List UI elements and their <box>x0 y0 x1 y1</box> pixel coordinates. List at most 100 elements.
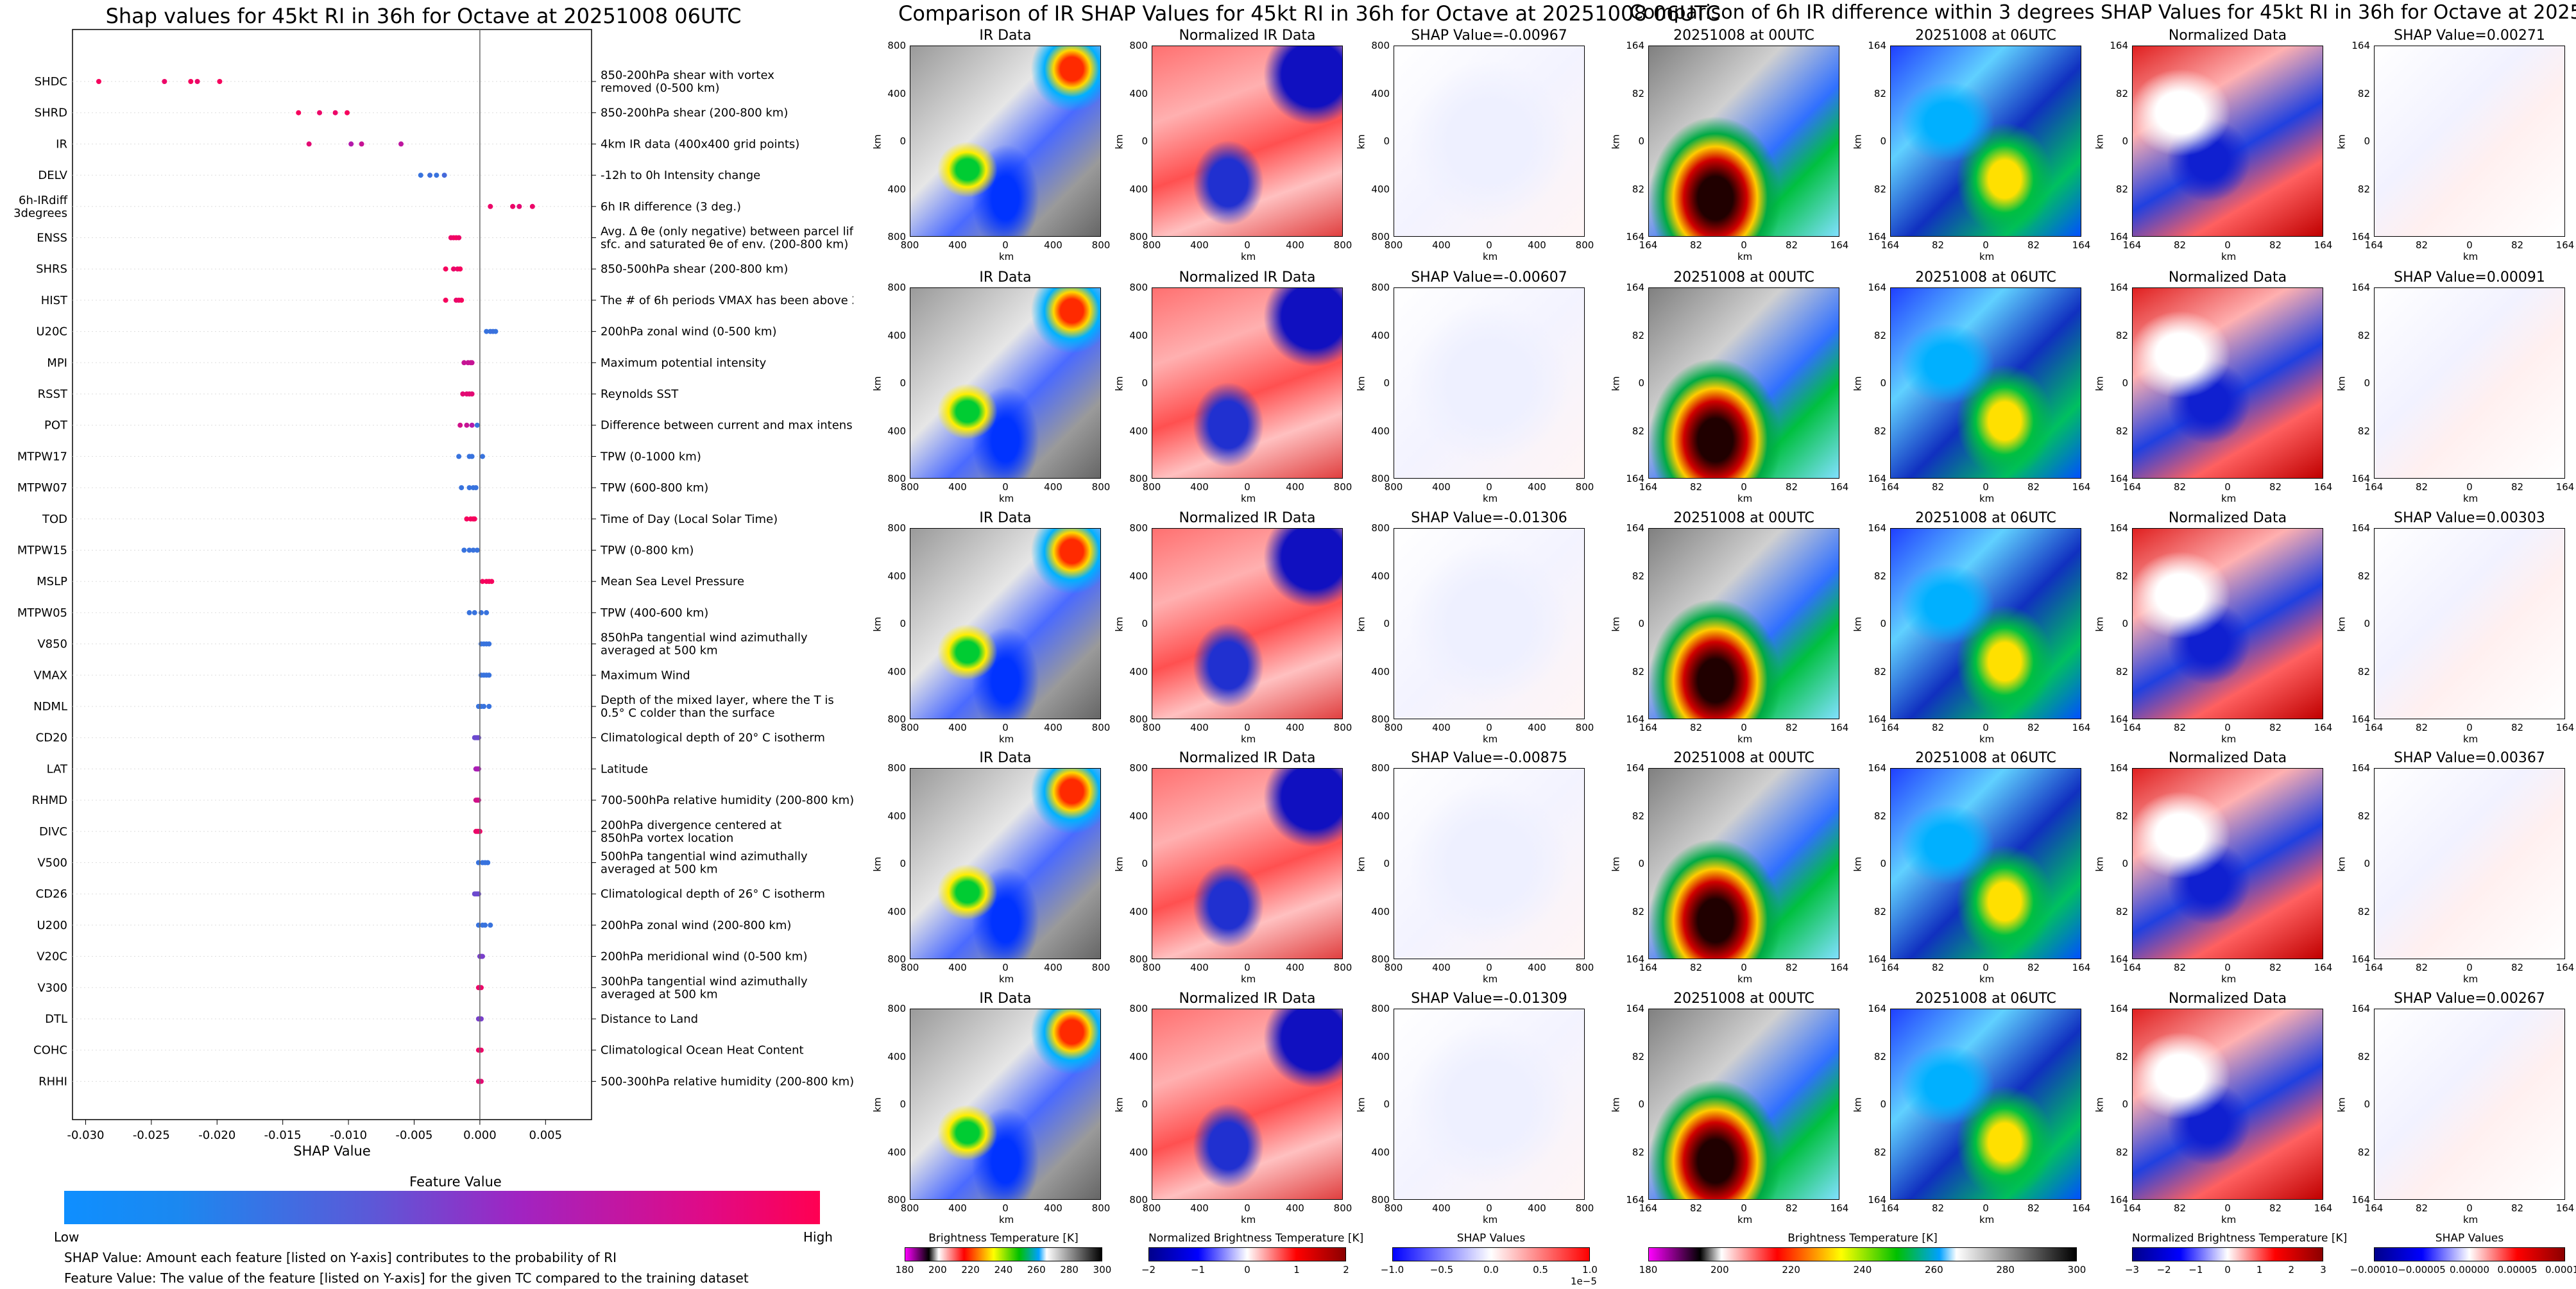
x-tick-label: 82 <box>1689 962 1703 973</box>
y-tick-label: 82 <box>1873 183 1886 195</box>
feature-label: IR <box>56 137 67 151</box>
colorbar-tick-label: 0 <box>2224 1264 2231 1276</box>
x-tick-label: 164 <box>1881 239 1900 251</box>
y-tick-label: 0 <box>2122 135 2128 147</box>
y-tick-label: 0 <box>1638 618 1644 629</box>
x-tick-label: 82 <box>1785 239 1798 251</box>
feature-label: V300 <box>37 981 67 994</box>
x-tick-label: 164 <box>1830 722 1849 733</box>
x-tick-label: 800 <box>1142 239 1161 251</box>
shap-point <box>482 922 488 928</box>
x-tick-label: 164 <box>2072 1202 2091 1214</box>
feature-description: TPW (600-800 km) <box>600 481 708 495</box>
x-tick-label: 800 <box>900 481 919 493</box>
y-tick-label: 82 <box>2357 905 2370 918</box>
y-tick-label: 164 <box>1868 762 1886 774</box>
y-axis-label: km <box>1113 857 1125 872</box>
colorbar-label: Brightness Temperature [K] <box>1787 1232 1938 1245</box>
y-tick-label: 0 <box>1638 1098 1644 1110</box>
irdiff-heatmap-panel <box>1648 768 1839 959</box>
x-tick-label: 0 <box>1002 481 1009 493</box>
x-tick-label: 800 <box>1384 239 1403 251</box>
feature-description: 4km IR data (400x400 grid points) <box>601 137 799 151</box>
feature-description: 200hPa zonal wind (200-800 km) <box>601 919 791 932</box>
panel-title: 20251008 at 00UTC <box>1673 510 1814 526</box>
shap-point <box>480 579 486 585</box>
feature-label: V500 <box>37 857 67 870</box>
y-tick-label: 82 <box>1873 665 1886 678</box>
shap-point <box>481 704 487 709</box>
panel-title: SHAP Value=0.00271 <box>2394 28 2545 44</box>
x-tick-label: 400 <box>948 722 967 733</box>
x-tick-label: 400 <box>948 962 967 973</box>
irdiff-heatmap-panel <box>2374 528 2565 719</box>
x-tick-label: 400 <box>1286 1202 1304 1214</box>
shap-point <box>434 173 439 178</box>
shap-point <box>469 360 475 366</box>
x-axis-label: km <box>2221 733 2237 745</box>
y-tick-label: 800 <box>1371 282 1390 293</box>
x-tick-label: 164 <box>2122 722 2142 733</box>
colorbar-label: SHAP Values <box>2435 1232 2504 1245</box>
colorbar <box>2132 1247 2323 1261</box>
y-tick-label: 400 <box>887 905 906 918</box>
shap-point <box>488 203 493 209</box>
y-tick-label: 800 <box>1371 40 1390 51</box>
feature-description: Climatological Ocean Heat Content <box>601 1044 804 1057</box>
y-tick-label: 164 <box>2351 762 2370 774</box>
y-tick-label: 800 <box>887 473 906 484</box>
x-tick-label: 82 <box>1689 239 1703 251</box>
colorbar-tick-label: −1 <box>1190 1264 1206 1276</box>
panel-title: 20251008 at 06UTC <box>1915 750 2056 766</box>
x-axis-label: km <box>1979 1214 1995 1225</box>
x-tick-label: 82 <box>2511 962 2524 973</box>
ir-heatmap-panel <box>1152 528 1343 719</box>
panel-title: SHAP Value=-0.00607 <box>1411 269 1567 286</box>
x-tick-label: 800 <box>900 962 919 973</box>
y-tick-label: 0 <box>1880 377 1886 389</box>
y-tick-label: 82 <box>2115 87 2128 99</box>
shap-point <box>464 516 470 522</box>
y-axis-label: km <box>1610 1097 1622 1113</box>
feature-label: MTPW05 <box>17 606 67 620</box>
x-tick-label: 400 <box>1528 962 1546 973</box>
feature-description: 700-500hPa relative humidity (200-800 km… <box>601 794 853 807</box>
x-tick-label: 82 <box>1931 962 1945 973</box>
ir-heatmap-panel <box>1394 1009 1585 1200</box>
x-tick-label: 0 <box>1002 1202 1009 1214</box>
x-tick-label: 164 <box>2314 962 2333 973</box>
x-tick-label: 82 <box>2173 962 2187 973</box>
feature-label: POT <box>44 419 68 432</box>
y-tick-label: 164 <box>1626 1194 1644 1206</box>
feature-description: Mean Sea Level Pressure <box>601 575 744 588</box>
shap-point <box>398 141 404 147</box>
x-tick-label: 164 <box>2555 722 2575 733</box>
feature-description: Climatological depth of 26° C isotherm <box>601 887 825 901</box>
x-tick-label: 164 <box>2122 1202 2142 1214</box>
x-axis-label: km <box>1979 251 1995 262</box>
y-tick-label: 800 <box>887 762 906 774</box>
x-tick-label: 400 <box>1190 1202 1209 1214</box>
x-tick-label: 400 <box>1190 962 1209 973</box>
feature-description: Avg. Δ θe (only negative) between parcel… <box>601 225 853 252</box>
y-tick-label: 400 <box>1371 183 1390 195</box>
y-tick-label: 164 <box>2351 40 2370 51</box>
x-axis-label: km <box>999 493 1014 504</box>
y-tick-label: 164 <box>1868 953 1886 965</box>
y-tick-label: 800 <box>887 231 906 243</box>
x-tick-label: 164 <box>2364 722 2384 733</box>
y-axis-label: km <box>1355 857 1367 872</box>
y-tick-label: 400 <box>1129 425 1148 437</box>
y-axis-label: km <box>1852 617 1864 632</box>
x-tick-label: 400 <box>948 239 967 251</box>
x-tick-label: 800 <box>1575 239 1594 251</box>
ir-heatmap-panel <box>910 768 1101 959</box>
x-tick-label: 400 <box>1044 722 1062 733</box>
shap-point <box>461 360 467 366</box>
x-tick-label: 800 <box>1384 722 1403 733</box>
shap-point <box>162 79 167 84</box>
panel-title: IR Data <box>979 269 1032 286</box>
y-tick-label: 0 <box>2364 858 2370 869</box>
shap-point <box>359 141 364 147</box>
x-tick-label: 82 <box>2269 722 2282 733</box>
